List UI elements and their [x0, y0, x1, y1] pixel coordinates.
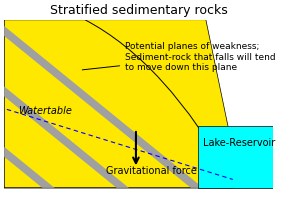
Title: Stratified sedimentary rocks: Stratified sedimentary rocks [50, 4, 227, 17]
Text: Potential planes of weakness;
Sediment-rock that falls will tend
to move down th: Potential planes of weakness; Sediment-r… [82, 42, 276, 72]
Text: Lake-Reservoir: Lake-Reservoir [203, 138, 275, 148]
Text: Gravitational force: Gravitational force [106, 166, 197, 176]
Polygon shape [198, 126, 273, 188]
Polygon shape [4, 20, 241, 188]
Text: Watertable: Watertable [18, 106, 71, 116]
PathPatch shape [4, 20, 233, 188]
